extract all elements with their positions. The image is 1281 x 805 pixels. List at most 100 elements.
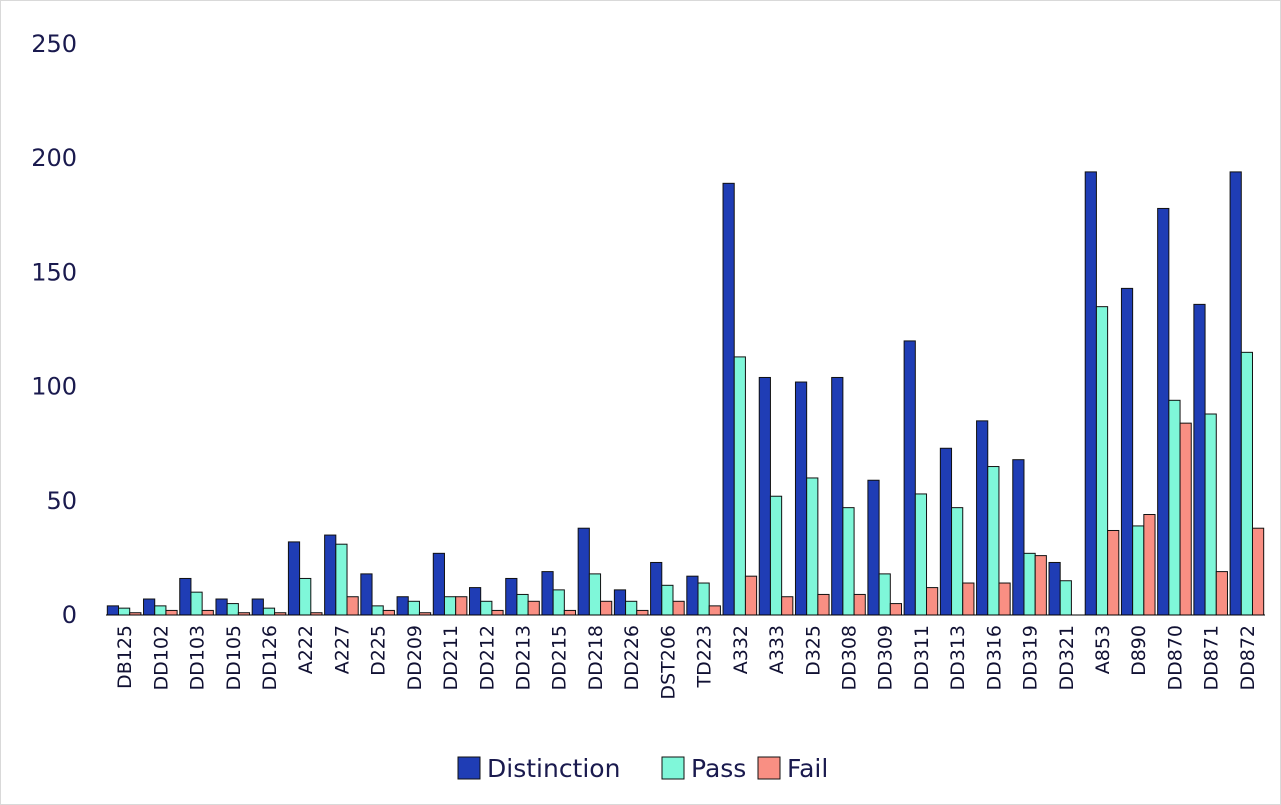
x-tick-label: A333 bbox=[766, 625, 788, 674]
y-tick-label: 50 bbox=[46, 487, 77, 515]
bar-distinction-dd871 bbox=[1193, 303, 1206, 616]
bar-fail-td223 bbox=[708, 605, 721, 616]
x-tick-label: DB125 bbox=[114, 625, 136, 689]
bar-pass-dd870 bbox=[1168, 399, 1181, 616]
bar-pass-a222 bbox=[299, 577, 312, 616]
x-tick-label: DD212 bbox=[476, 625, 498, 691]
x-tick-label: DD126 bbox=[259, 625, 281, 691]
bar-pass-dd319 bbox=[1023, 552, 1036, 616]
x-tick-label: DD309 bbox=[875, 625, 897, 691]
bar-distinction-dd209 bbox=[396, 596, 409, 616]
bar-fail-a332 bbox=[744, 575, 758, 616]
bar-fail-dd103 bbox=[201, 609, 214, 616]
bar-distinction-dd870 bbox=[1157, 207, 1170, 616]
bar-pass-dd211 bbox=[443, 596, 457, 616]
bar-fail-dd871 bbox=[1215, 571, 1228, 616]
bar-fail-a227 bbox=[346, 596, 359, 616]
legend-label-pass: Pass bbox=[691, 754, 746, 783]
bar-fail-dd226 bbox=[636, 609, 649, 616]
bars bbox=[106, 171, 1265, 616]
bar-fail-dd313 bbox=[962, 582, 975, 616]
x-tick-label: DD218 bbox=[585, 625, 607, 691]
x-tick-label: TD223 bbox=[694, 625, 716, 689]
bar-distinction-dd313 bbox=[939, 447, 953, 616]
x-tick-label: DD311 bbox=[911, 625, 933, 691]
bar-distinction-db125 bbox=[106, 605, 120, 616]
legend-label-distinction: Distinction bbox=[487, 754, 620, 783]
x-tick-label: DD870 bbox=[1164, 625, 1186, 691]
bar-distinction-td223 bbox=[686, 575, 699, 616]
bar-pass-dst206 bbox=[661, 584, 674, 616]
bar-pass-dd871 bbox=[1204, 413, 1217, 616]
bar-distinction-a853 bbox=[1084, 171, 1097, 616]
bar-fail-dd870 bbox=[1179, 422, 1192, 616]
bar-distinction-dd215 bbox=[541, 571, 554, 616]
bar-distinction-dd308 bbox=[831, 376, 844, 616]
x-tick-label: DD215 bbox=[549, 625, 571, 691]
bar-distinction-dd105 bbox=[215, 598, 228, 616]
bar-fail-dd308 bbox=[853, 593, 866, 616]
x-tick-label: DD209 bbox=[404, 625, 426, 691]
y-tick-label: 200 bbox=[31, 144, 77, 172]
x-tick-label: D225 bbox=[368, 625, 390, 676]
legend-swatch-fail bbox=[757, 756, 781, 780]
bar-pass-a333 bbox=[769, 495, 783, 616]
bar-distinction-dd213 bbox=[505, 577, 518, 616]
bar-distinction-dd319 bbox=[1012, 459, 1025, 616]
legend: Distinction Pass Fail bbox=[457, 754, 828, 783]
bar-pass-d890 bbox=[1132, 525, 1145, 616]
bar-distinction-dd102 bbox=[143, 598, 156, 616]
bar-pass-dd308 bbox=[842, 507, 855, 616]
bar-fail-dd319 bbox=[1034, 555, 1047, 616]
bar-pass-a332 bbox=[733, 356, 746, 616]
bar-pass-dd105 bbox=[226, 603, 239, 616]
bar-pass-dd218 bbox=[588, 573, 602, 616]
bar-fail-d890 bbox=[1143, 514, 1156, 616]
bar-distinction-a227 bbox=[324, 534, 337, 616]
bar-distinction-d325 bbox=[794, 381, 808, 616]
x-tick-label: A332 bbox=[730, 625, 752, 674]
bar-fail-dd872 bbox=[1251, 527, 1265, 616]
bar-pass-dd316 bbox=[987, 466, 1000, 616]
x-tick-label: DD871 bbox=[1201, 625, 1223, 691]
bar-fail-dd309 bbox=[889, 603, 903, 616]
bar-distinction-dd872 bbox=[1229, 171, 1242, 616]
bar-fail-dd218 bbox=[600, 600, 613, 616]
bar-distinction-dd212 bbox=[468, 587, 482, 616]
bar-pass-dd309 bbox=[878, 573, 891, 616]
bar-pass-dd126 bbox=[262, 607, 276, 616]
x-tick-label: DD226 bbox=[621, 625, 643, 691]
bar-fail-dd211 bbox=[455, 596, 468, 616]
bar-distinction-dd316 bbox=[976, 420, 989, 616]
x-tick-label: DD105 bbox=[223, 625, 245, 691]
bar-fail-dst206 bbox=[672, 600, 685, 616]
x-tick-label: A853 bbox=[1092, 625, 1114, 674]
bar-fail-dd213 bbox=[527, 600, 540, 616]
bar-fail-d225 bbox=[382, 609, 395, 616]
x-tick-label: DD872 bbox=[1237, 625, 1259, 691]
legend-swatch-distinction bbox=[457, 756, 481, 780]
bar-pass-db125 bbox=[118, 607, 131, 616]
bar-distinction-dd309 bbox=[867, 479, 880, 616]
bar-pass-dd103 bbox=[190, 591, 203, 616]
x-tick-label: D890 bbox=[1128, 625, 1150, 676]
bar-fail-dd316 bbox=[998, 582, 1011, 616]
y-tick-label: 150 bbox=[31, 258, 77, 286]
x-axis-ticks: DB125 DD102 DD103 DD105 DD126 A222 A227 D225 DD2… bbox=[114, 625, 1259, 700]
bar-pass-dd213 bbox=[516, 593, 529, 616]
x-tick-label: DD211 bbox=[440, 625, 462, 691]
x-tick-label: D325 bbox=[802, 625, 824, 676]
x-tick-label: A222 bbox=[295, 625, 317, 674]
x-tick-label: DD313 bbox=[947, 625, 969, 691]
bar-pass-a227 bbox=[335, 543, 348, 616]
y-axis-ticks: 0 50 100 150 200 250 bbox=[31, 30, 77, 629]
bar-pass-dd102 bbox=[154, 605, 167, 616]
bar-fail-dd215 bbox=[563, 609, 577, 616]
bar-pass-d325 bbox=[806, 477, 819, 616]
x-tick-label: DD213 bbox=[513, 625, 535, 691]
bar-pass-dd313 bbox=[951, 507, 964, 616]
x-tick-label: DD319 bbox=[1020, 625, 1042, 691]
bar-distinction-a222 bbox=[287, 541, 301, 616]
